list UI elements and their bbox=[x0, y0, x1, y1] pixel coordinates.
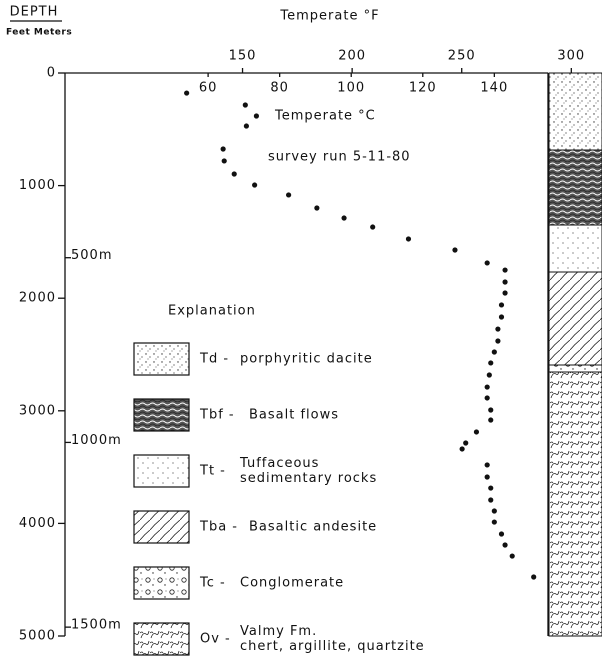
data-point bbox=[485, 462, 490, 467]
data-point bbox=[254, 113, 259, 118]
y-tick-label: 0 bbox=[47, 66, 56, 81]
column-tt bbox=[549, 225, 602, 272]
x-tick-label: 100 bbox=[337, 81, 365, 96]
legend-swatch bbox=[134, 399, 189, 431]
data-point bbox=[221, 146, 226, 151]
data-point bbox=[460, 446, 465, 451]
figure: DEPTH Feet Meters Temperate °F Temperate… bbox=[0, 0, 602, 665]
data-point bbox=[184, 90, 189, 95]
data-point bbox=[474, 429, 479, 434]
legend-text: chert, argillite, quartzite bbox=[240, 639, 425, 654]
x2-axis-label: Temperate °F bbox=[279, 9, 379, 24]
legend-code: Tc - bbox=[199, 576, 226, 591]
data-point bbox=[502, 542, 507, 547]
y2-tick-label: 500m bbox=[71, 248, 112, 263]
x-tick-label: 60 bbox=[199, 81, 218, 96]
data-point bbox=[286, 192, 291, 197]
data-point bbox=[485, 384, 490, 389]
column-tc bbox=[549, 365, 602, 372]
data-point bbox=[485, 474, 490, 479]
data-point bbox=[463, 440, 468, 445]
data-point bbox=[244, 123, 249, 128]
legend-text: Tuffaceous bbox=[239, 456, 319, 471]
legend-code: Tt - bbox=[199, 464, 226, 479]
y-tick-label: 2000 bbox=[19, 291, 56, 306]
column-tbf bbox=[549, 150, 602, 225]
legend-swatch bbox=[134, 511, 189, 543]
data-point bbox=[488, 407, 493, 412]
legend-code: Ov - bbox=[200, 632, 231, 647]
data-point bbox=[531, 574, 536, 579]
data-point bbox=[314, 205, 319, 210]
data-point bbox=[492, 508, 497, 513]
data-point bbox=[243, 102, 248, 107]
data-point bbox=[488, 497, 493, 502]
data-point bbox=[502, 279, 507, 284]
data-point bbox=[488, 360, 493, 365]
y-tick-label: 3000 bbox=[19, 403, 56, 418]
y-tick-label: 5000 bbox=[19, 629, 56, 644]
legend-text: porphyritic dacite bbox=[240, 352, 373, 367]
x2-tick-label: 300 bbox=[557, 49, 585, 64]
data-point bbox=[510, 553, 515, 558]
data-point bbox=[495, 326, 500, 331]
y-tick-label: 4000 bbox=[19, 516, 56, 531]
data-point bbox=[499, 302, 504, 307]
data-point bbox=[492, 349, 497, 354]
data-point bbox=[492, 519, 497, 524]
units-label: Feet Meters bbox=[6, 28, 72, 38]
x2-tick-label: 200 bbox=[338, 49, 366, 64]
x-tick-label: 140 bbox=[480, 81, 508, 96]
data-point bbox=[485, 395, 490, 400]
x-tick-label: 80 bbox=[270, 81, 289, 96]
data-point bbox=[499, 531, 504, 536]
legend-code: Td - bbox=[199, 352, 229, 367]
data-point bbox=[222, 158, 227, 163]
legend-swatch bbox=[134, 455, 189, 487]
data-point bbox=[488, 485, 493, 490]
depth-label: DEPTH bbox=[10, 5, 59, 20]
geologic-column bbox=[549, 73, 602, 636]
legend-swatch bbox=[134, 567, 189, 599]
data-point bbox=[232, 171, 237, 176]
column-ov bbox=[549, 372, 602, 636]
legend-swatch bbox=[134, 343, 189, 375]
data-point bbox=[502, 290, 507, 295]
y2-tick-label: 1000m bbox=[71, 433, 122, 448]
data-point bbox=[502, 267, 507, 272]
legend-text: Basaltic andesite bbox=[249, 520, 377, 535]
data-point bbox=[487, 372, 492, 377]
legend-swatch bbox=[134, 623, 189, 655]
annotation: Temperate °C bbox=[274, 109, 376, 124]
data-point bbox=[252, 182, 257, 187]
x-tick-label: 120 bbox=[409, 81, 437, 96]
data-point bbox=[452, 247, 457, 252]
data-point bbox=[341, 215, 346, 220]
y-tick-label: 1000 bbox=[19, 178, 56, 193]
annotation: survey run 5-11-80 bbox=[268, 150, 411, 165]
data-point bbox=[499, 314, 504, 319]
x2-tick-label: 250 bbox=[448, 49, 476, 64]
data-point bbox=[488, 417, 493, 422]
y2-tick-label: 1500m bbox=[71, 618, 122, 633]
column-tba bbox=[549, 272, 602, 365]
legend-text: Basalt flows bbox=[249, 408, 339, 423]
data-point bbox=[370, 224, 375, 229]
data-point bbox=[406, 236, 411, 241]
data-point bbox=[495, 338, 500, 343]
legend-text: Conglomerate bbox=[240, 576, 344, 591]
legend-title: Explanation bbox=[168, 304, 256, 319]
column-td bbox=[549, 73, 602, 150]
legend: Td - porphyritic dacite Tbf - Basalt flows T… bbox=[134, 343, 425, 655]
data-point bbox=[485, 260, 490, 265]
legend-code: Tba - bbox=[199, 520, 238, 535]
legend-text: Valmy Fm. bbox=[240, 624, 317, 639]
legend-code: Tbf - bbox=[199, 408, 235, 423]
legend-text: sedimentary rocks bbox=[240, 471, 377, 486]
x2-tick-label: 150 bbox=[229, 49, 257, 64]
